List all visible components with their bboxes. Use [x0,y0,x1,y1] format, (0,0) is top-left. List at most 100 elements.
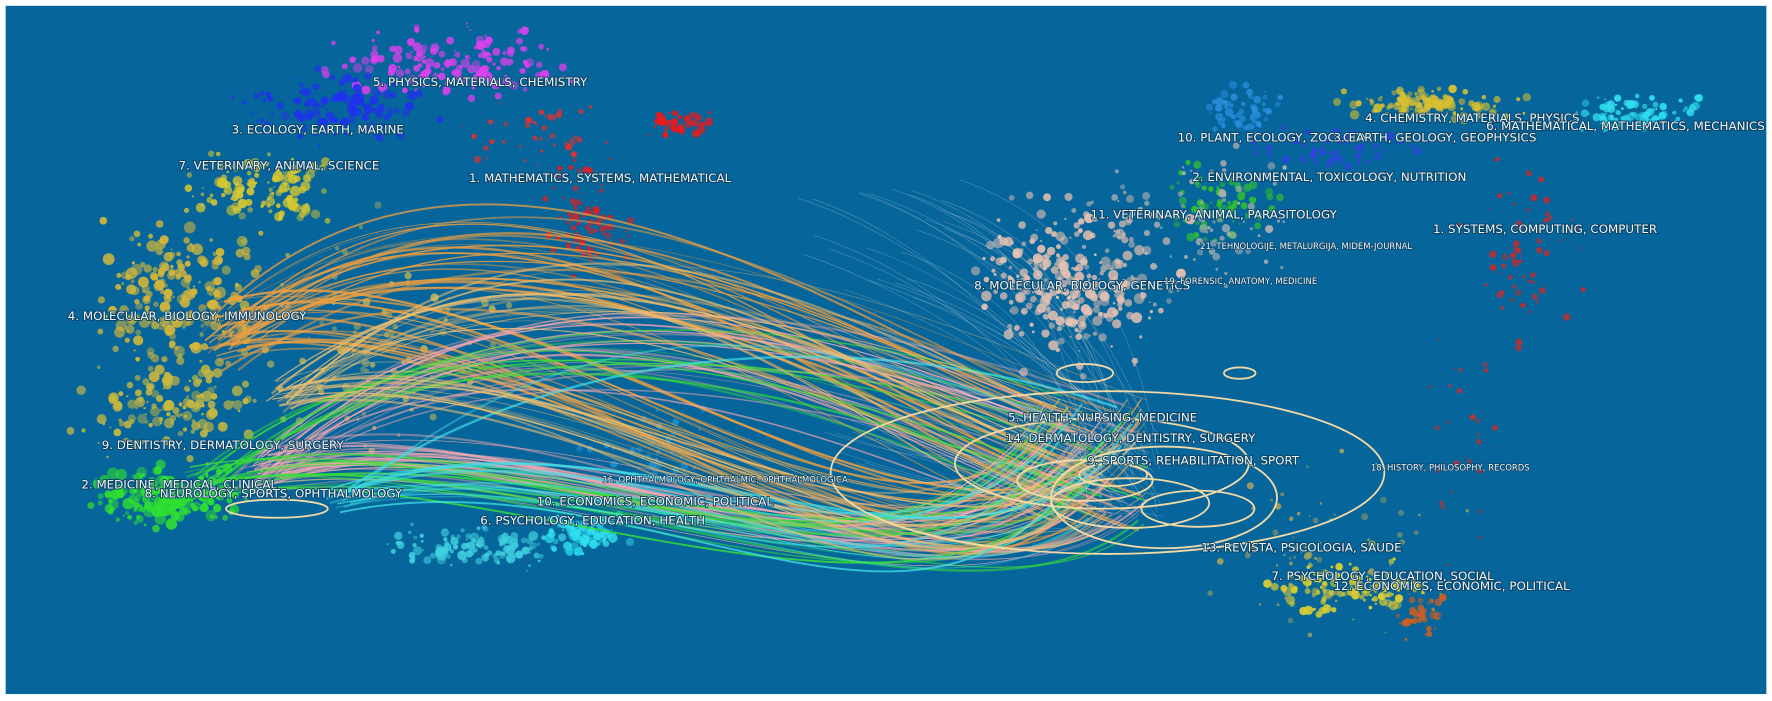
citation-link [943,221,1157,466]
journal-dot [339,88,348,97]
journal-dot [1361,513,1369,521]
journal-dot [1349,585,1353,589]
journal-dot [1212,126,1218,132]
journal-dot [328,97,332,101]
journal-dot [267,360,275,368]
journal-dot [1386,591,1393,598]
journal-dot [251,161,262,173]
journal-dot [604,140,609,145]
journal-dot [1000,256,1007,264]
journal-dot [1463,455,1466,458]
journal-dot [1008,299,1014,305]
journal-dot [247,206,254,213]
journal-dot [1112,234,1116,238]
cluster-label: 8. NEUROLOGY, SPORTS, OPHTHALMOLOGY [145,486,403,500]
journal-dot [1384,599,1393,608]
journal-dot [1169,184,1175,191]
journal-dot [552,187,556,190]
journal-dot [1137,206,1144,213]
journal-dot [137,242,142,247]
citation-link [342,344,1042,502]
journal-dot [107,467,119,480]
journal-dot [1581,99,1590,107]
journal-dot [1047,310,1058,321]
journal-dot [659,114,666,122]
journal-dot [294,165,302,173]
journal-dot [410,50,414,54]
journal-dot [1491,424,1499,431]
journal-dot [1255,211,1262,218]
journal-dot [572,158,577,163]
journal-dot [137,414,147,424]
journal-dot [1015,292,1026,303]
journal-dot [1425,625,1432,632]
journal-dot [1196,206,1205,215]
journal-dot [1058,258,1065,265]
journal-dot [127,399,137,409]
journal-dot [1071,296,1076,300]
journal-dot [183,237,190,244]
journal-dot [1311,147,1318,154]
journal-dot [520,26,529,35]
journal-dot [1098,333,1107,342]
cluster-label: 2. ENVIRONMENTAL, TOXICOLOGY, NUTRITION [1192,170,1466,184]
journal-dot [1368,605,1373,610]
journal-dot [212,368,223,378]
journal-dot [492,47,501,56]
journal-dot [1229,175,1232,178]
journal-dot [517,553,523,558]
journal-dot [1496,192,1503,199]
journal-dot [176,273,181,279]
journal-dot [1249,227,1253,231]
journal-dot [324,108,328,112]
citation-link [276,361,1102,549]
journal-dot [166,411,171,417]
journal-dot [155,247,164,256]
journal-dot [1404,637,1408,641]
journal-dot [171,316,183,328]
journal-dot [1083,309,1091,316]
journal-dot [1258,218,1261,221]
journal-dot [190,502,195,508]
journal-dot [587,252,590,256]
journal-dot [115,319,128,332]
journal-dot [343,94,353,105]
journal-dot [520,537,527,544]
journal-dot [1318,541,1322,545]
journal-dot [593,533,601,541]
journal-dot [1274,101,1281,108]
journal-dot [1032,269,1043,280]
journal-dot [583,539,589,545]
journal-dot [287,128,291,133]
journal-dot [1308,582,1312,586]
journal-dot [1212,220,1216,224]
journal-dot [1016,279,1020,282]
journal-dot [214,515,218,519]
journal-dot [576,445,583,452]
journal-dot [1038,290,1044,296]
journal-dot [489,139,495,145]
journal-dot [1268,205,1276,213]
journal-dot [1509,297,1514,303]
journal-dot [1535,299,1539,304]
journal-dot [272,93,275,96]
journal-dot [199,359,203,363]
journal-dot [1081,286,1087,292]
journal-dot [1238,108,1245,115]
journal-dot [127,514,133,520]
journal-dot [1232,199,1238,206]
journal-dot [251,111,254,114]
journal-dot [338,79,346,86]
journal-dot [191,390,202,401]
journal-dot [1227,103,1230,106]
journal-dot [206,290,211,295]
journal-dot [1207,590,1214,596]
journal-dot [648,134,651,137]
journal-dot [1299,147,1302,150]
journal-dot [1059,307,1064,312]
journal-dot [524,62,531,69]
journal-dot [97,493,104,500]
journal-dot [1477,509,1482,514]
journal-dot [1113,276,1119,281]
journal-dot [235,282,239,287]
